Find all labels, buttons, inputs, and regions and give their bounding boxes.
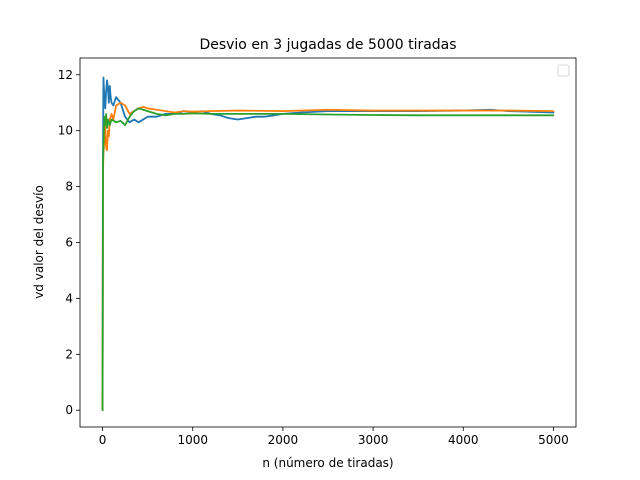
plot-background — [80, 58, 576, 427]
series-layer — [101, 76, 555, 412]
series-line-3 — [101, 107, 555, 412]
x-tick-label: 2000 — [268, 433, 299, 447]
y-tick-label: 4 — [65, 291, 73, 305]
plot-area — [79, 57, 577, 428]
y-tick-label: 12 — [58, 68, 73, 82]
x-axis: 0 1000 2000 3000 4000 5000 — [99, 427, 569, 447]
x-tick-label: 4000 — [448, 433, 479, 447]
y-tick-label: 6 — [65, 236, 73, 250]
y-tick-label: 10 — [58, 124, 73, 138]
y-tick-label: 8 — [65, 180, 73, 194]
x-tick-label: 3000 — [358, 433, 389, 447]
y-axis-label: vd valor del desvío — [32, 185, 46, 299]
x-tick-label: 5000 — [538, 433, 569, 447]
y-axis: 0 2 4 6 8 10 12 — [58, 68, 80, 417]
y-tick-label: 0 — [65, 403, 73, 417]
x-axis-label: n (número de tiradas) — [262, 456, 393, 470]
y-tick-label: 2 — [65, 347, 73, 361]
legend-box — [557, 64, 570, 77]
chart-title: Desvio en 3 jugadas de 5000 tiradas — [199, 37, 456, 53]
x-tick-label: 1000 — [177, 433, 208, 447]
x-tick-label: 0 — [99, 433, 107, 447]
